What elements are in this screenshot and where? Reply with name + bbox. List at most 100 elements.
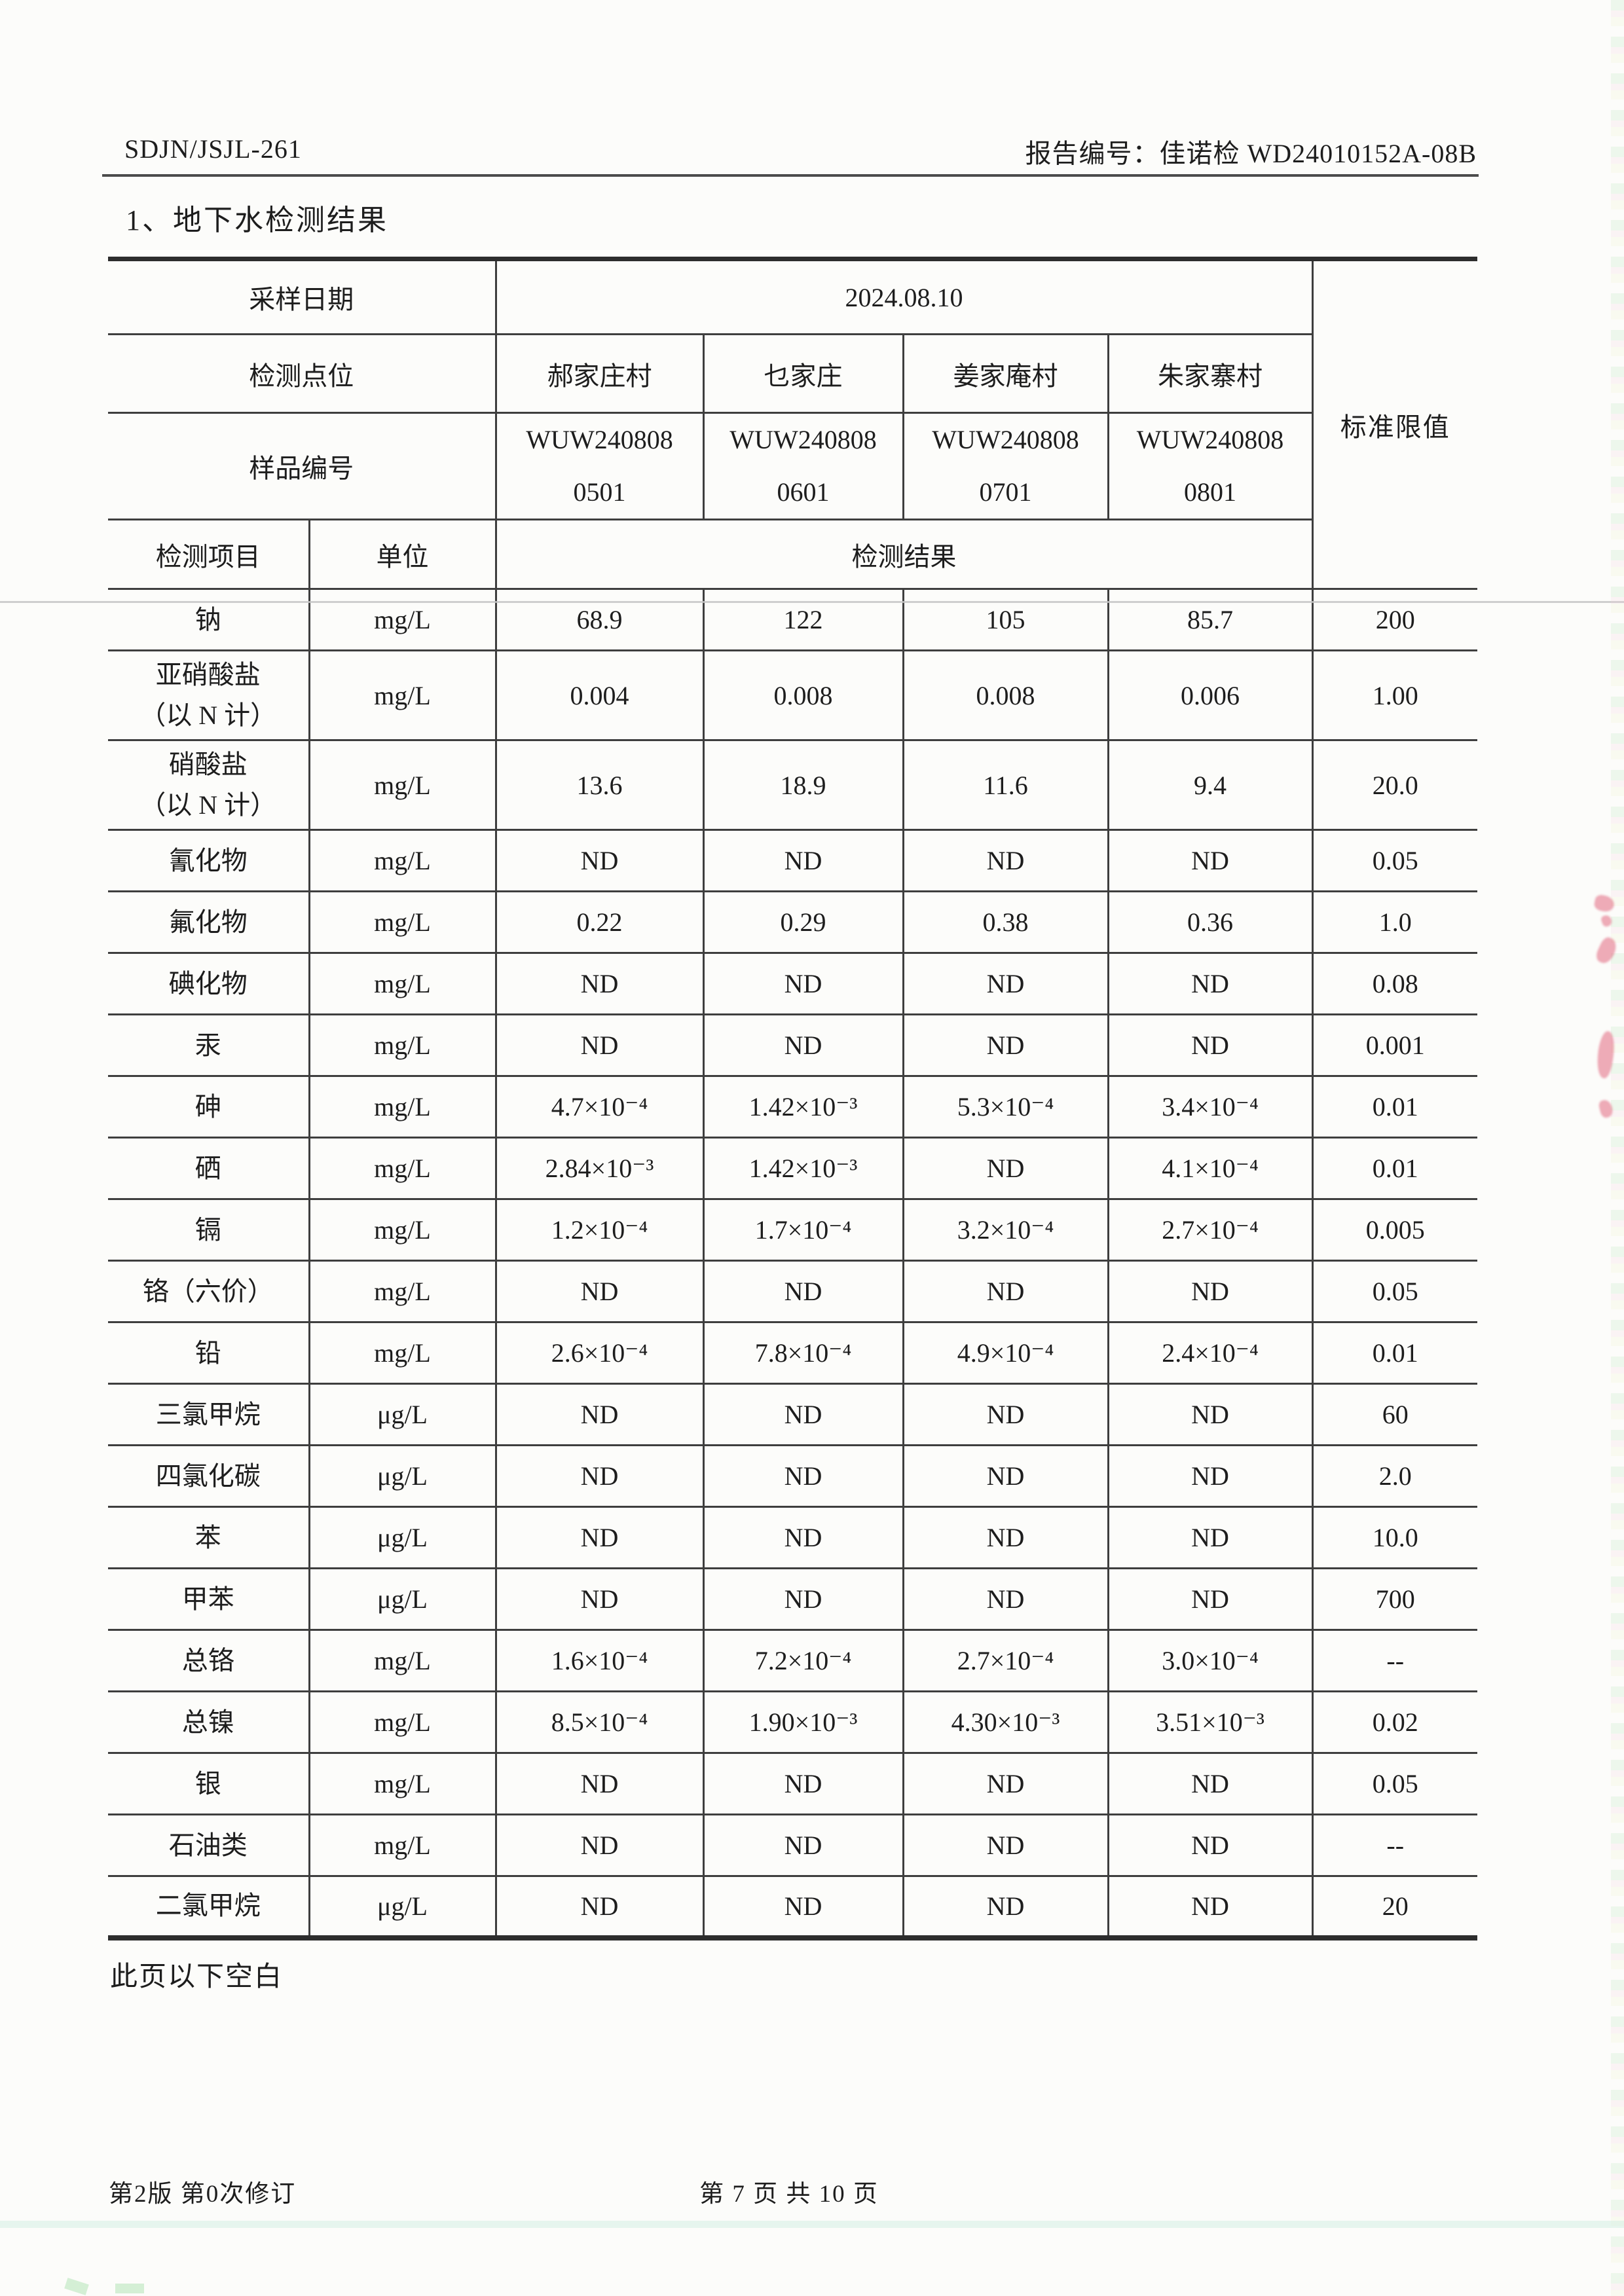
result-cell: 4.9×10⁻⁴ <box>902 1321 1109 1385</box>
sampling-date-value: 2024.08.10 <box>494 257 1314 335</box>
unit-cell: mg/L <box>308 588 497 651</box>
limit-cell: 0.001 <box>1311 1013 1477 1077</box>
sample-id: WUW240808 0601 <box>702 412 904 520</box>
result-cell: 4.7×10⁻⁴ <box>494 1075 705 1139</box>
result-cell: 0.004 <box>494 649 705 741</box>
result-cell: 18.9 <box>702 739 904 831</box>
limit-cell: 60 <box>1311 1383 1477 1446</box>
result-cell: ND <box>702 1260 904 1323</box>
item-cell: 硝酸盐 （以 N 计） <box>108 739 310 831</box>
item-cell: 铬（六价） <box>108 1260 310 1323</box>
item-cell: 钠 <box>108 588 310 651</box>
result-cell: ND <box>902 1137 1109 1200</box>
table-header: 采样日期 2024.08.10 标准限值 检测点位 郝家庄村 乜家庄 姜家庵村 … <box>108 257 1477 590</box>
result-cell: ND <box>1107 829 1314 892</box>
result-cell: 3.4×10⁻⁴ <box>1107 1075 1314 1139</box>
section-title: 1、地下水检测结果 <box>126 204 388 236</box>
sample-id-row: 样品编号 WUW240808 0501 WUW240808 0601 WUW24… <box>108 412 1477 520</box>
result-cell: 8.5×10⁻⁴ <box>494 1690 705 1754</box>
unit-cell: mg/L <box>308 1690 497 1754</box>
sample-id-label: 样品编号 <box>108 412 497 520</box>
result-cell: 1.42×10⁻³ <box>702 1075 904 1139</box>
result-cell: ND <box>494 1506 705 1569</box>
result-cell: ND <box>902 829 1109 892</box>
limit-cell: 700 <box>1311 1567 1477 1631</box>
limit-cell: 0.005 <box>1311 1198 1477 1262</box>
result-cell: ND <box>1107 1752 1314 1815</box>
groundwater-results-table: 采样日期 2024.08.10 标准限值 检测点位 郝家庄村 乜家庄 姜家庵村 … <box>108 257 1477 1941</box>
result-cell: ND <box>902 952 1109 1015</box>
result-cell: 11.6 <box>902 739 1109 831</box>
item-column-header: 检测项目 <box>108 519 310 590</box>
unit-cell: mg/L <box>308 1013 497 1077</box>
footer-revision: 第2版 第0次修订 <box>109 2181 297 2208</box>
result-cell: ND <box>1107 1506 1314 1569</box>
document-code: SDJN/JSJL-261 <box>124 134 302 164</box>
result-cell: 4.1×10⁻⁴ <box>1107 1137 1314 1200</box>
limit-cell: 0.01 <box>1311 1075 1477 1139</box>
column-caption-row: 检测项目 单位 检测结果 <box>108 519 1477 590</box>
result-row: 钠 mg/L 68.9 122 105 85.7 200 <box>108 588 1477 651</box>
result-cell: ND <box>494 1875 705 1941</box>
result-row: 甲苯 μg/L ND ND ND ND 700 <box>108 1567 1477 1631</box>
unit-cell: mg/L <box>308 1752 497 1815</box>
sample-id: WUW240808 0701 <box>902 412 1109 520</box>
unit-cell: mg/L <box>308 649 497 741</box>
result-cell: 3.0×10⁻⁴ <box>1107 1629 1314 1692</box>
item-cell: 镉 <box>108 1198 310 1262</box>
limit-cell: 0.01 <box>1311 1137 1477 1200</box>
result-cell: 1.6×10⁻⁴ <box>494 1629 705 1692</box>
item-cell: 总镍 <box>108 1690 310 1754</box>
unit-cell: μg/L <box>308 1383 497 1446</box>
limit-cell: 0.02 <box>1311 1690 1477 1754</box>
unit-cell: μg/L <box>308 1506 497 1569</box>
result-cell: ND <box>702 1506 904 1569</box>
sampling-date-label: 采样日期 <box>108 257 497 335</box>
result-cell: ND <box>902 1383 1109 1446</box>
item-cell: 苯 <box>108 1506 310 1569</box>
result-cell: ND <box>902 1013 1109 1077</box>
unit-cell: μg/L <box>308 1567 497 1631</box>
footer-page-indicator: 第 7 页 共 10 页 <box>699 2181 879 2208</box>
limit-cell: -- <box>1311 1629 1477 1692</box>
result-cell: ND <box>702 1383 904 1446</box>
result-cell: ND <box>494 1567 705 1631</box>
limit-cell: 10.0 <box>1311 1506 1477 1569</box>
result-cell: ND <box>1107 952 1314 1015</box>
result-cell: 0.006 <box>1107 649 1314 741</box>
unit-cell: mg/L <box>308 952 497 1015</box>
result-cell: ND <box>902 1752 1109 1815</box>
unit-cell: mg/L <box>308 890 497 954</box>
result-cell: 0.29 <box>702 890 904 954</box>
unit-cell: μg/L <box>308 1875 497 1941</box>
result-cell: ND <box>1107 1813 1314 1877</box>
result-cell: 85.7 <box>1107 588 1314 651</box>
result-row: 三氯甲烷 μg/L ND ND ND ND 60 <box>108 1383 1477 1446</box>
unit-cell: mg/L <box>308 1813 497 1877</box>
item-cell: 四氯化碳 <box>108 1444 310 1508</box>
result-cell: 9.4 <box>1107 739 1314 831</box>
result-row: 氟化物 mg/L 0.22 0.29 0.38 0.36 1.0 <box>108 890 1477 954</box>
header-divider <box>102 174 1479 177</box>
item-cell: 亚硝酸盐 （以 N 计） <box>108 649 310 741</box>
result-cell: ND <box>494 829 705 892</box>
scan-bottom-strip <box>0 2221 1624 2228</box>
sampling-date-row: 采样日期 2024.08.10 标准限值 <box>108 257 1477 590</box>
unit-cell: mg/L <box>308 829 497 892</box>
point-name: 郝家庄村 <box>494 333 705 414</box>
scan-artifact-line <box>0 601 1624 603</box>
result-cell: ND <box>702 1013 904 1077</box>
item-cell: 石油类 <box>108 1813 310 1877</box>
sample-id: WUW240808 0501 <box>494 412 705 520</box>
unit-cell: μg/L <box>308 1444 497 1508</box>
item-cell: 甲苯 <box>108 1567 310 1631</box>
unit-cell: mg/L <box>308 739 497 831</box>
result-cell: ND <box>902 1813 1109 1877</box>
result-cell: 2.4×10⁻⁴ <box>1107 1321 1314 1385</box>
result-cell: ND <box>902 1444 1109 1508</box>
result-cell: ND <box>1107 1013 1314 1077</box>
result-row: 石油类 mg/L ND ND ND ND -- <box>108 1813 1477 1877</box>
limit-column-header: 标准限值 <box>1311 257 1477 590</box>
result-row: 铅 mg/L 2.6×10⁻⁴ 7.8×10⁻⁴ 4.9×10⁻⁴ 2.4×10⁻⁴ 0.0… <box>108 1321 1477 1385</box>
